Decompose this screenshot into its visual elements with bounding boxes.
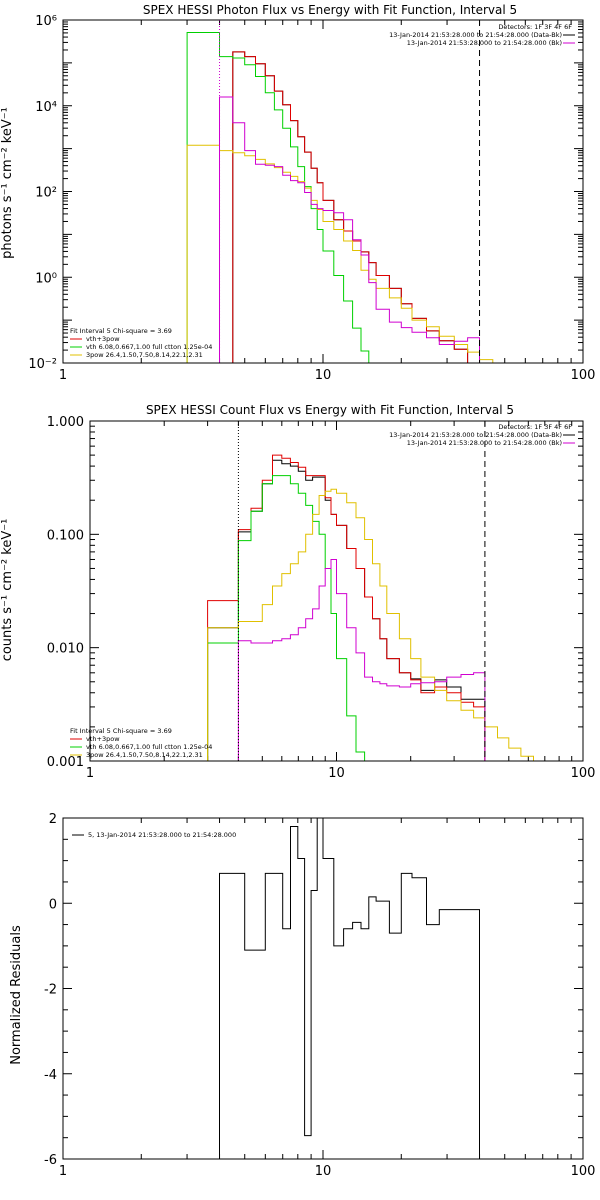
- count-flux-title: SPEX HESSI Count Flux vs Energy with Fit…: [146, 403, 514, 417]
- photon-flux-legend-vth: vth 6.08,0.667,1.00 full ctton 1.25e-04: [86, 343, 212, 351]
- photon-flux-y-tick-label: 10⁻²: [28, 357, 57, 372]
- count-flux-y-label: counts s⁻¹ cm⁻² keV⁻¹: [0, 519, 15, 662]
- count-flux-series-3pow-26-4-1-50-7-50-8-14: [207, 488, 545, 762]
- count-flux-legend-top: Detectors: 1F 3F 4F 6F 13-Jan-2014 21:53…: [389, 423, 575, 447]
- residuals-plot-frame: [62, 817, 584, 1160]
- count-flux-y-tick-label: 0.001: [47, 755, 84, 770]
- residuals-y-label: Normalized Residuals: [9, 925, 24, 1065]
- count-flux-data-label: 13-Jan-2014 21:53:28.000 to 21:54:28.000…: [389, 431, 562, 439]
- photon-flux-legend-vth3pow: vth+3pow: [86, 335, 120, 343]
- photon-flux-y-tick-label: 10⁴: [35, 100, 57, 115]
- photon-flux-x-tick-label: 100: [571, 368, 596, 383]
- count-flux-y-tick-label: 0.010: [47, 642, 84, 657]
- photon-flux-y-tick-label: 10⁶: [35, 14, 57, 29]
- photon-flux-fit-legend: Fit Interval 5 Chi-square = 3.69 vth+3po…: [70, 327, 212, 359]
- residuals-y-tick-label: -6: [44, 1153, 57, 1168]
- photon-flux-y-tick-label: 10⁰: [35, 271, 57, 286]
- residuals-series-5-13-jan-2014-21-53-28-0: [219, 817, 480, 1159]
- count-flux-legend-vth3pow: vth+3pow: [86, 735, 120, 743]
- residuals-legend-label: 5, 13-Jan-2014 21:53:28.000 to 21:54:28.…: [88, 831, 236, 839]
- residuals-y-tick-label: -4: [44, 1068, 57, 1083]
- count-flux-x-tick-label: 10: [328, 766, 345, 781]
- photon-flux-panel: SPEX HESSI Photon Flux vs Energy with Fi…: [0, 3, 595, 383]
- residuals-y-tick-label: -2: [44, 983, 57, 998]
- photon-flux-y-tick-label: 10²: [35, 186, 57, 201]
- photon-flux-series-vth-6-08-0-667-1-00-full: [186, 32, 377, 364]
- residuals-y-tick-label: 0: [49, 897, 57, 912]
- photon-flux-x-tick-label: 10: [315, 368, 332, 383]
- count-flux-plot-frame: [89, 420, 584, 762]
- count-flux-x-tick-label: 1: [86, 766, 94, 781]
- count-flux-bk-label: 13-Jan-2014 21:53:28.000 to 21:54:28.000…: [407, 439, 562, 447]
- residuals-x-tick-label: 100: [571, 1164, 596, 1179]
- residuals-legend: 5, 13-Jan-2014 21:53:28.000 to 21:54:28.…: [72, 831, 236, 839]
- count-flux-fit-title: Fit Interval 5 Chi-square = 3.69: [70, 727, 172, 735]
- residuals-panel: Normalized Residuals 1 10 100 2 0 -2 -4 -6 5, 1…: [9, 812, 595, 1179]
- count-flux-series-vth-6-08-0-667-1-00-full: [207, 475, 380, 762]
- count-flux-x-tick-label: 100: [571, 766, 596, 781]
- count-flux-y-tick-label: 1.000: [47, 415, 84, 430]
- photon-flux-bk-label: 13-Jan-2014 21:53:28.000 to 21:54:28.000…: [407, 39, 562, 47]
- count-flux-legend-3pow: 3pow 26.4,1.50,7.50,8.14,22.1,2.31: [86, 751, 203, 759]
- photon-flux-series-series-4: [219, 96, 480, 363]
- photon-flux-plot-frame: [62, 19, 584, 364]
- photon-flux-legend-3pow: 3pow 26.4,1.50,7.50,8.14,22.1,2.31: [86, 351, 203, 359]
- photon-flux-title: SPEX HESSI Photon Flux vs Energy with Fi…: [143, 3, 517, 17]
- count-flux-legend-vth: vth 6.08,0.667,1.00 full ctton 1.25e-04: [86, 743, 212, 751]
- residuals-x-tick-label: 10: [315, 1164, 332, 1179]
- photon-flux-legend-top: Detectors: 1F 3F 4F 6F 13-Jan-2014 21:53…: [389, 23, 575, 47]
- photon-flux-detectors-label: Detectors: 1F 3F 4F 6F: [498, 23, 572, 31]
- count-flux-y-tick-label: 0.100: [47, 528, 84, 543]
- photon-flux-series-series-0: [232, 51, 469, 363]
- photon-flux-x-tick-label: 1: [59, 368, 67, 383]
- photon-flux-y-label: photons s⁻¹ cm⁻² keV⁻¹: [0, 107, 15, 259]
- residuals-y-tick-label: 2: [49, 812, 57, 827]
- count-flux-series-series-4: [237, 559, 486, 761]
- photon-flux-fit-title: Fit Interval 5 Chi-square = 3.69: [70, 327, 172, 335]
- count-flux-detectors-label: Detectors: 1F 3F 4F 6F: [498, 423, 572, 431]
- photon-flux-series-3pow-26-4-1-50-7-50-8-14: [186, 144, 505, 364]
- count-flux-fit-legend: Fit Interval 5 Chi-square = 3.69 vth+3po…: [70, 727, 212, 759]
- residuals-x-tick-label: 1: [59, 1164, 67, 1179]
- photon-flux-series-vth-3pow: [232, 51, 469, 363]
- count-flux-panel: SPEX HESSI Count Flux vs Energy with Fit…: [0, 403, 595, 781]
- photon-flux-data-label: 13-Jan-2014 21:53:28.000 to 21:54:28.000…: [389, 31, 562, 39]
